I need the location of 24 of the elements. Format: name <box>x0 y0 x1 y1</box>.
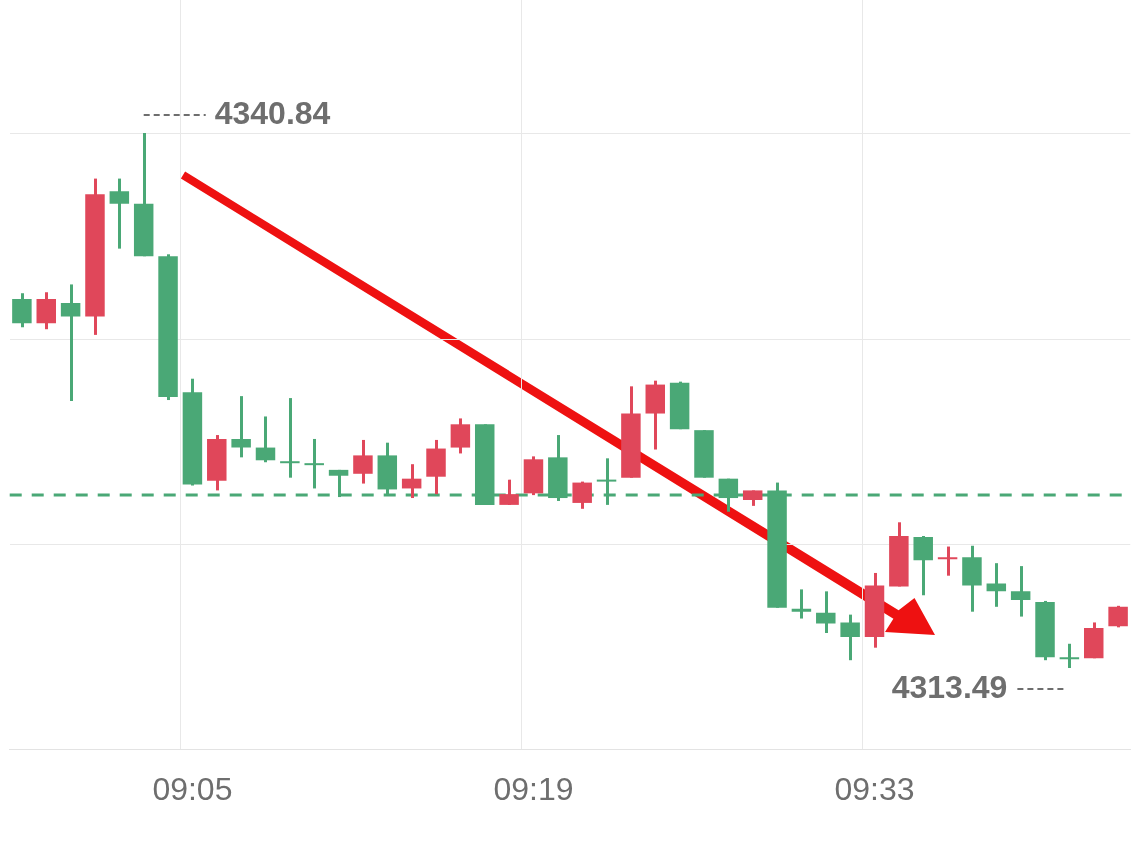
annotation: 4313.49 <box>891 668 1008 705</box>
candlestick <box>353 438 373 484</box>
candlestick <box>280 398 300 478</box>
candlestick <box>401 464 422 500</box>
candlestick <box>231 396 251 458</box>
candlestick <box>304 437 324 489</box>
candlestick <box>255 416 276 464</box>
candlestick <box>450 418 471 454</box>
candlestick <box>816 591 836 634</box>
candlestick <box>937 546 958 576</box>
candlestick <box>1059 642 1080 669</box>
x-tick-label: 09:05 <box>152 770 233 807</box>
candlestick <box>572 481 592 509</box>
candlestick <box>913 535 933 596</box>
annotation: 4340.84 <box>214 94 331 131</box>
candlestick <box>499 479 519 505</box>
candlestick <box>60 284 81 402</box>
candlestick <box>840 614 860 662</box>
x-tick-label: 09:19 <box>493 770 574 807</box>
candlestick <box>791 589 812 619</box>
candlestick <box>1108 604 1128 628</box>
candlestick <box>1010 566 1031 617</box>
candlestick <box>109 178 130 249</box>
x-tick-label: 09:33 <box>834 770 915 807</box>
